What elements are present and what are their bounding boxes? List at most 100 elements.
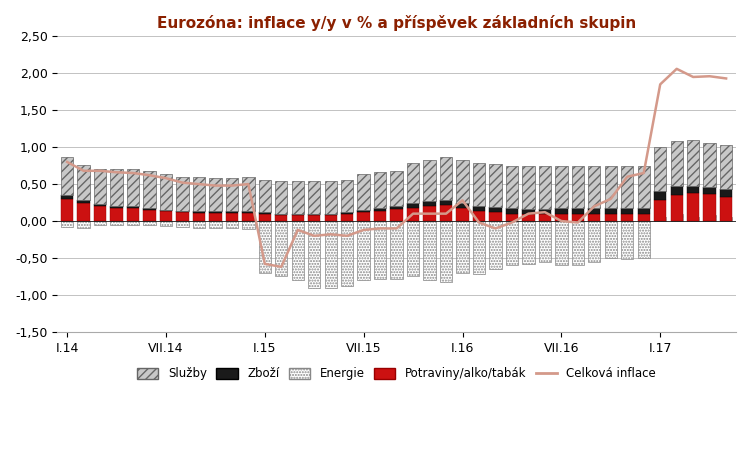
Bar [424,160,436,201]
Bar [258,179,271,212]
Bar [110,206,122,208]
Bar [605,166,617,208]
Bar [555,221,568,265]
Bar [210,178,222,212]
Bar [176,212,189,221]
Bar [671,141,683,186]
Bar [258,214,271,221]
Bar [654,192,666,200]
Celková inflace [376,226,385,231]
Bar [357,212,369,221]
Bar [473,163,485,206]
Celková inflace [161,175,170,181]
Bar [440,157,452,200]
Bar [440,200,452,205]
Bar [605,208,617,214]
Bar [407,203,419,208]
Bar [193,177,205,212]
Bar [621,221,633,259]
Bar [391,171,403,206]
Bar [457,221,469,273]
Bar [242,177,255,212]
Celková inflace [491,226,500,231]
Bar [127,221,139,226]
Line: Celková inflace: Celková inflace [67,69,726,267]
Bar [242,221,255,229]
Bar [77,165,90,200]
Celková inflace [326,232,335,237]
Bar [605,221,617,258]
Bar [588,166,601,208]
Bar [357,210,369,212]
Bar [61,199,74,221]
Bar [143,208,155,210]
Bar [538,209,551,214]
Bar [654,147,666,192]
Celková inflace [442,211,451,216]
Bar [671,214,683,221]
Bar [457,202,469,208]
Celková inflace [705,74,714,79]
Bar [77,202,90,221]
Bar [720,145,732,189]
Celková inflace [145,173,154,178]
Bar [704,187,716,194]
Bar [572,214,584,221]
Bar [210,212,222,213]
Celková inflace [342,233,351,239]
Bar [210,213,222,221]
Bar [176,211,189,212]
Bar [308,221,321,288]
Bar [127,206,139,208]
Bar [588,221,601,262]
Bar [638,221,650,258]
Bar [572,208,584,214]
Bar [720,189,732,197]
Celková inflace [195,181,204,187]
Bar [61,195,74,199]
Bar [110,221,122,226]
Celková inflace [475,220,484,225]
Bar [424,206,436,221]
Bar [687,140,699,185]
Bar [160,210,172,212]
Bar [193,213,205,221]
Bar [391,221,403,279]
Bar [242,213,255,221]
Celková inflace [309,233,318,239]
Bar [291,214,304,215]
Bar [324,221,337,288]
Bar [308,215,321,221]
Bar [704,215,716,221]
Bar [357,221,369,280]
Celková inflace [95,168,104,174]
Celková inflace [128,170,137,176]
Bar [424,221,436,280]
Bar [407,208,419,221]
Bar [61,157,74,195]
Celková inflace [261,261,270,267]
Bar [391,209,403,221]
Bar [538,214,551,221]
Celková inflace [409,211,418,216]
Bar [94,221,106,226]
Bar [621,214,633,221]
Celková inflace [524,211,533,216]
Bar [160,212,172,221]
Bar [638,214,650,221]
Celková inflace [244,181,253,187]
Bar [324,215,337,221]
Bar [588,208,601,214]
Bar [522,221,535,264]
Bar [572,221,584,265]
Bar [226,212,238,213]
Bar [555,166,568,208]
Bar [341,212,354,214]
Bar [505,221,518,265]
Bar [291,181,304,214]
Bar [538,166,551,209]
Bar [193,221,205,228]
Bar [143,210,155,221]
Bar [143,171,155,208]
Bar [522,209,535,214]
